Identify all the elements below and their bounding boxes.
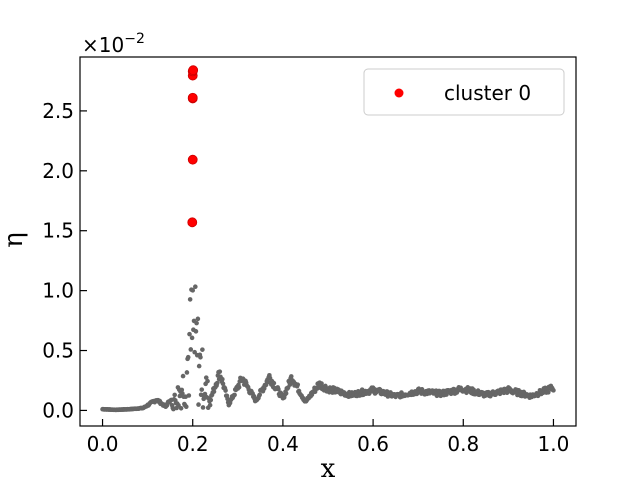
background-point [190, 288, 196, 293]
background-point [196, 363, 202, 369]
background-point [236, 384, 242, 390]
y-offset-text: ×10−2 [82, 31, 145, 57]
y-tick-label: 1.5 [42, 219, 74, 243]
background-point [199, 387, 205, 392]
background-point [208, 397, 214, 403]
background-point [211, 389, 217, 394]
background-point [202, 391, 208, 397]
background-point [257, 392, 263, 398]
background-point [200, 405, 206, 410]
background-point [196, 402, 201, 407]
background-point [205, 378, 210, 384]
y-axis-ticks: 0.0 0.5 1.0 1.5 2.0 2.5 [42, 99, 87, 422]
background-points [100, 284, 556, 413]
plot-frame [79, 56, 577, 427]
cluster-0-point [187, 154, 198, 165]
cluster-0-point [188, 65, 199, 76]
background-point [217, 369, 223, 374]
background-point [220, 377, 225, 382]
background-point [193, 284, 198, 290]
background-point [220, 381, 226, 387]
y-tick-label: 2.0 [42, 159, 74, 183]
background-point [271, 380, 277, 386]
background-point [194, 320, 199, 326]
x-tick-label: 0.6 [357, 432, 389, 456]
background-point [200, 347, 205, 352]
background-point [198, 355, 203, 360]
background-point [184, 370, 190, 375]
background-point [207, 402, 213, 408]
background-point [192, 349, 197, 355]
background-point [188, 347, 194, 352]
legend-box [363, 68, 565, 116]
x-tick-label: 0.8 [447, 432, 479, 456]
x-axis-label: x [321, 454, 336, 480]
background-point [185, 354, 191, 360]
background-point [195, 316, 201, 322]
background-point [276, 386, 281, 392]
x-tick-label: 0.4 [267, 432, 299, 456]
background-point [186, 393, 192, 398]
background-point [214, 380, 220, 386]
x-tick-label: 0.0 [87, 432, 119, 456]
legend: cluster 0 [363, 68, 565, 116]
legend-marker-cluster-0 [394, 88, 404, 98]
background-point [187, 297, 193, 302]
y-tick-label: 0.0 [42, 398, 74, 422]
background-point [179, 387, 185, 393]
background-point [546, 390, 551, 395]
background-point [288, 374, 294, 379]
background-point [189, 335, 195, 341]
background-point [223, 388, 228, 393]
x-axis-ticks: 0.0 0.2 0.4 0.6 0.8 1.0 [87, 419, 570, 456]
y-axis-label: η [0, 232, 29, 248]
x-tick-label: 0.2 [177, 432, 209, 456]
cluster-0-point [187, 217, 198, 228]
background-point [283, 391, 289, 396]
y-tick-label: 0.5 [42, 339, 74, 363]
legend-label-cluster-0: cluster 0 [444, 81, 531, 105]
background-point [187, 331, 192, 337]
background-point [183, 404, 189, 410]
y-tick-label: 2.5 [42, 99, 74, 123]
background-point [232, 392, 237, 398]
background-point [180, 373, 186, 379]
x-tick-label: 1.0 [538, 432, 570, 456]
cluster-0-points [187, 65, 199, 228]
background-point [178, 405, 184, 411]
cluster-0-point [187, 92, 198, 103]
background-point [193, 329, 199, 334]
background-point [172, 392, 177, 398]
y-tick-label: 1.0 [42, 279, 74, 303]
background-point [203, 375, 209, 380]
background-point [551, 388, 556, 393]
background-point [295, 382, 301, 387]
